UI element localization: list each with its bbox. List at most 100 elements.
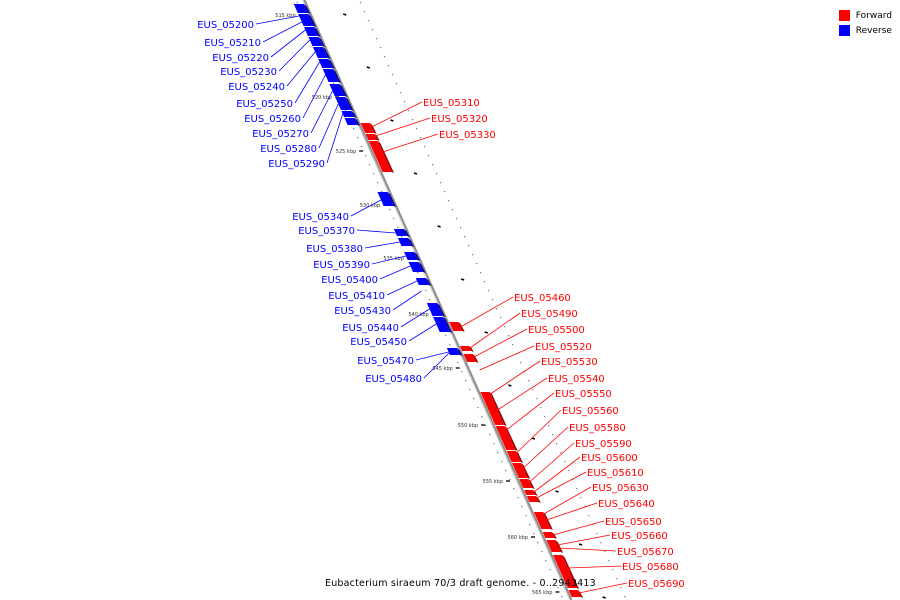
gene-label: EUS_05280 bbox=[260, 144, 317, 155]
gene-block bbox=[446, 348, 460, 355]
grid-dot bbox=[383, 56, 386, 58]
grid-dot bbox=[401, 236, 403, 238]
gene-block bbox=[415, 278, 429, 285]
label-leader bbox=[578, 582, 628, 594]
grid-dot bbox=[500, 317, 502, 319]
gene-block-side bbox=[407, 238, 414, 247]
grid-dot bbox=[431, 164, 434, 166]
grid-dot bbox=[393, 218, 395, 220]
grid-dot bbox=[477, 407, 479, 409]
gene-block bbox=[546, 540, 561, 552]
gene-block-side bbox=[577, 590, 584, 598]
gene-label: EUS_05640 bbox=[598, 499, 655, 510]
grid-dot bbox=[399, 92, 402, 94]
gene-block-side bbox=[322, 47, 331, 59]
gene-label: EUS_05380 bbox=[306, 244, 363, 255]
label-leader bbox=[415, 351, 449, 361]
grid-dot bbox=[556, 443, 558, 445]
label-leader bbox=[567, 565, 622, 569]
label-leader bbox=[490, 360, 541, 395]
gene-block-side bbox=[332, 69, 341, 83]
gene-label: EUS_05460 bbox=[514, 293, 571, 304]
track-dash bbox=[437, 225, 441, 228]
gene-block-side bbox=[339, 84, 348, 97]
grid-dot bbox=[580, 497, 582, 499]
gene-block bbox=[377, 192, 394, 206]
grid-dot bbox=[536, 398, 538, 400]
grid-dot bbox=[572, 479, 574, 481]
gene-block bbox=[480, 392, 505, 425]
gene-label: EUS_05430 bbox=[334, 306, 391, 317]
gene-block-side bbox=[303, 4, 311, 14]
grid-dot bbox=[549, 569, 551, 571]
gene-label: EUS_05680 bbox=[622, 562, 679, 573]
label-leader bbox=[552, 520, 605, 536]
gene-label: EUS_05340 bbox=[292, 212, 349, 223]
label-leader bbox=[506, 392, 555, 431]
label-leader bbox=[516, 409, 562, 454]
grid-dot bbox=[464, 236, 466, 238]
grid-dot bbox=[489, 434, 491, 436]
grid-dot bbox=[476, 263, 478, 265]
gene-block bbox=[318, 59, 333, 68]
grid-dot bbox=[504, 326, 506, 328]
label-leader bbox=[371, 101, 423, 128]
label-leader bbox=[302, 74, 326, 119]
gene-label: EUS_05310 bbox=[423, 98, 480, 109]
gene-block bbox=[335, 97, 351, 110]
label-leader bbox=[356, 229, 396, 234]
gene-label: EUS_05390 bbox=[313, 260, 370, 271]
grid-dot bbox=[443, 191, 446, 193]
gene-block bbox=[495, 426, 516, 450]
gene-block-side bbox=[504, 426, 518, 451]
grid-dot bbox=[417, 272, 419, 274]
label-leader bbox=[423, 352, 450, 379]
grid-dot bbox=[488, 290, 490, 292]
grid-dot bbox=[616, 578, 618, 580]
gene-block bbox=[524, 490, 536, 495]
gene-label: EUS_05450 bbox=[350, 337, 407, 348]
label-leader bbox=[350, 199, 382, 217]
gene-block bbox=[533, 512, 551, 529]
label-leader bbox=[392, 290, 422, 311]
gene-label: EUS_05320 bbox=[431, 114, 488, 125]
gene-block bbox=[542, 532, 555, 538]
gene-block-side bbox=[456, 348, 463, 356]
gene-block bbox=[433, 317, 450, 332]
label-leader bbox=[371, 255, 407, 265]
track-dash bbox=[508, 384, 512, 387]
grid-dot bbox=[359, 2, 362, 4]
label-leader bbox=[310, 90, 333, 134]
grid-dot bbox=[596, 533, 598, 535]
grid-dots bbox=[296, 2, 626, 599]
gene-label: EUS_05590 bbox=[575, 439, 632, 450]
gene-label: EUS_05400 bbox=[321, 275, 378, 286]
label-leader bbox=[382, 133, 439, 153]
gene-block bbox=[293, 4, 308, 13]
grid-dot bbox=[501, 461, 503, 463]
label-leader bbox=[286, 51, 316, 87]
grid-dot bbox=[568, 470, 570, 472]
track-dash bbox=[578, 543, 583, 546]
grid-dot bbox=[389, 209, 391, 211]
genome-backbone bbox=[302, 0, 573, 600]
legend-reverse: Reverse bbox=[838, 23, 892, 38]
gene-block bbox=[568, 590, 581, 597]
grid-dot bbox=[439, 182, 442, 184]
gene-block-side bbox=[436, 303, 446, 317]
gene-block bbox=[404, 252, 418, 260]
kbp-tick-label: 520 kbp bbox=[312, 95, 332, 101]
grid-dot bbox=[427, 155, 430, 157]
grid-dot bbox=[460, 227, 462, 229]
grid-dot bbox=[448, 200, 450, 202]
label-leader bbox=[460, 296, 514, 328]
grid-dot bbox=[529, 524, 531, 526]
grid-dot bbox=[564, 461, 566, 463]
grid-dot bbox=[468, 245, 470, 247]
grid-dot bbox=[367, 20, 370, 22]
grid-dot bbox=[520, 362, 522, 364]
gene-label: EUS_05270 bbox=[252, 129, 309, 140]
gene-label: EUS_05210 bbox=[204, 38, 261, 49]
gene-label: EUS_05470 bbox=[357, 356, 414, 367]
